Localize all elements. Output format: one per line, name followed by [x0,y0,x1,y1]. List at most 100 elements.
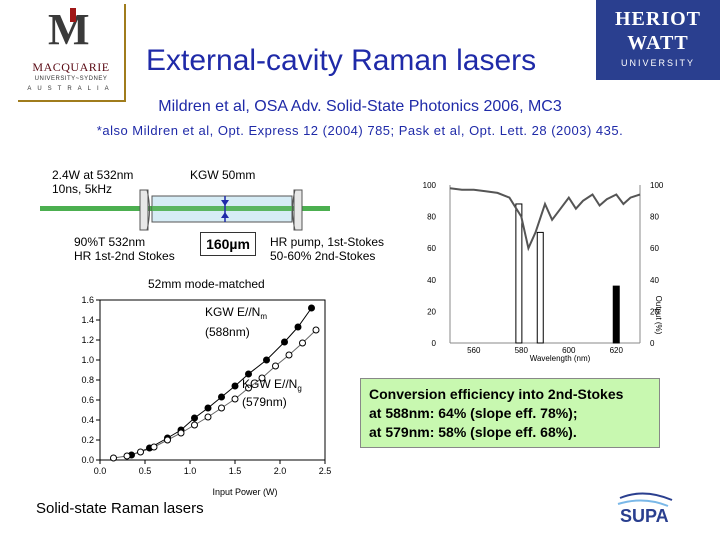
series-579-wavelength: (579nm) [242,395,287,409]
x-tick-label: 0.5 [139,466,152,476]
macquarie-country: AUSTRALIA [27,86,115,92]
data-point [204,404,212,412]
macquarie-name: MACQUARIE [32,60,110,74]
data-point [308,304,315,312]
supa-logo-text: SUPA [620,506,669,526]
conversion-line3: at 579nm: 58% (slope eff. 68%). [369,424,577,440]
y-tick-label-left: 60 [427,244,436,253]
y-tick-label-left: 20 [427,307,436,316]
conversion-efficiency-box: Conversion efficiency into 2nd-Stokes at… [360,378,660,448]
data-point [285,351,293,359]
pump-label: 2.4W at 532nm 10ns, 5kHz [52,168,134,196]
x-tick-label: 2.5 [319,466,332,476]
y-tick-label-right: 60 [650,244,659,253]
conversion-line1: Conversion efficiency into 2nd-Stokes [369,386,624,402]
spectrum-chart-ticks: 560 580 600 620 0 20 40 60 80 100 0 20 40 60 80 100 [423,181,664,355]
transmission-curve [449,187,641,252]
slide-title: External-cavity Raman lasers [146,44,537,77]
y-tick-label: 0.0 [81,455,94,465]
power-chart-points [110,304,320,462]
spectrum-chart-xlabel: Wavelength (nm) [530,354,591,363]
data-point [263,356,270,364]
data-point [281,338,288,346]
output-mirror-label: HR pump, 1st-Stokes 50-60% 2nd-Stokes [270,235,385,263]
input-mirror [139,189,149,231]
y-tick-label: 0.2 [81,435,94,445]
data-point [191,414,198,422]
heriot-watt-line2: WATT [627,32,689,54]
reference-also: *also Mildren et al, Opt. Express 12 (20… [96,123,624,138]
output-bar [612,285,620,344]
y-tick-label-left: 80 [427,213,436,222]
y-tick-label: 1.0 [81,355,94,365]
fit-line [113,329,317,459]
x-tick-label: 1.0 [184,466,197,476]
macquarie-logo: M MACQUARIE UNIVERSITY~SYDNEY AUSTRALIA [18,4,126,102]
data-point [204,413,212,421]
y-tick-label-left: 0 [432,339,437,348]
spectrum-chart-ylabel-right: Output (%) [654,296,663,335]
output-mirror [293,189,303,231]
data-point [245,384,252,392]
power-chart: 0.0 0.5 1.0 1.5 2.0 2.5 0.0 0.2 0.4 0.6 0.8 1.0 1.2 1… [81,295,331,497]
x-tick-label: 620 [610,346,624,355]
data-point [231,395,239,403]
data-point [191,421,198,429]
beam-in-crystal [152,206,292,211]
heriot-watt-line3: UNIVERSITY [620,58,695,68]
y-tick-label: 1.2 [81,335,94,345]
input-mirror-curve [146,189,150,231]
spectrum-chart-axes [449,185,641,344]
crystal-label: KGW 50mm [190,168,256,182]
data-point [231,382,239,390]
supa-logo: SUPA [617,492,673,526]
y-tick-label-right: 100 [650,181,664,190]
y-tick-label: 0.8 [81,375,94,385]
cavity-length-label: 52mm mode-matched [148,277,265,291]
power-chart-xlabel: Input Power (W) [212,487,277,497]
y-tick-label: 1.4 [81,315,94,325]
series-588-label: KGW E//Nm [205,305,267,321]
macquarie-subtitle: UNIVERSITY~SYDNEY [34,76,108,82]
footer-text: Solid-state Raman lasers [36,500,204,517]
series-588-wavelength: (588nm) [205,325,250,339]
macquarie-crest-icon: M [48,5,90,54]
y-tick-label: 1.6 [81,295,94,305]
focus-arrow-top [221,200,229,206]
data-point [294,323,302,331]
macquarie-crest-lighthouse-icon [70,8,76,22]
data-point [299,339,306,347]
x-tick-label: 600 [562,346,576,355]
spectrum-chart: 560 580 600 620 0 20 40 60 80 100 0 20 40 60 80 100 Wav… [423,181,664,363]
supa-logo-swoosh2-icon [617,499,669,507]
supa-logo-swoosh-icon [619,492,673,501]
data-point [245,370,252,378]
data-point [218,404,225,412]
output-bar [515,203,523,344]
reference-main: Mildren et al, OSA Adv. Solid-State Phot… [158,98,562,115]
heriot-watt-line1: HERIOT [614,8,702,30]
x-tick-label: 0.0 [94,466,107,476]
y-tick-label-right: 0 [650,339,655,348]
x-tick-label: 2.0 [274,466,287,476]
y-tick-label: 0.4 [81,415,94,425]
data-point [272,362,279,370]
y-tick-label-left: 100 [423,181,437,190]
heriot-watt-logo: HERIOT WATT UNIVERSITY [596,0,720,80]
power-chart-ticks: 0.0 0.5 1.0 1.5 2.0 2.5 0.0 0.2 0.4 0.6 0.8 1.0 1.2 1… [81,295,331,476]
y-tick-label-left: 40 [427,276,436,285]
x-tick-label: 580 [515,346,529,355]
spot-size-label: 160µm [200,232,256,256]
data-point [258,374,266,382]
x-tick-label: 560 [467,346,481,355]
data-point [150,443,158,451]
x-tick-label: 1.5 [229,466,242,476]
data-point [177,429,185,437]
output-mirror-curve [292,189,296,231]
y-tick-label-right: 80 [650,213,659,222]
input-mirror-label: 90%T 532nm HR 1st-2nd Stokes [74,235,175,263]
y-tick-label-right: 20 [650,307,659,316]
series-579-label: KGW E//Ng [242,377,302,393]
output-bar [536,231,544,344]
